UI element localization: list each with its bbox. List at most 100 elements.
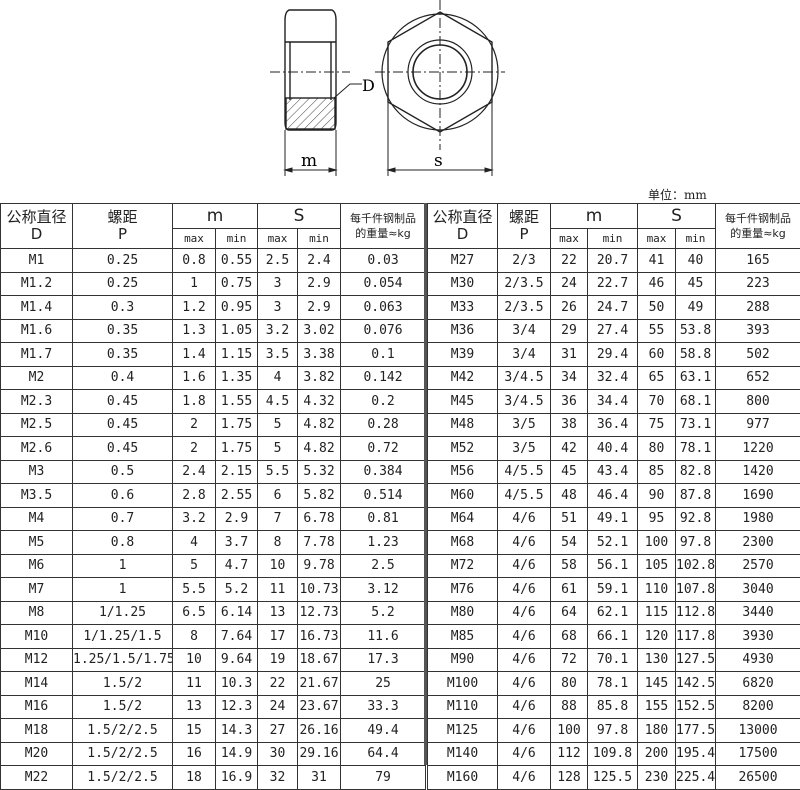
cell-weight: 3930: [716, 625, 800, 649]
cell-m-max: 1: [173, 272, 216, 296]
cell-m-min: 20.7: [588, 249, 638, 273]
cell-s-min: 23.67: [298, 695, 341, 719]
cell-m-max: 5.5: [173, 578, 216, 602]
cell-m-min: 59.1: [588, 578, 638, 602]
cell-weight: 0.81: [341, 507, 426, 531]
header-s: S: [258, 204, 341, 229]
cell-m-min: 12.3: [216, 695, 258, 719]
cell-weight: 0.28: [341, 413, 426, 437]
cell-diameter: M1.7: [1, 343, 73, 367]
cell-weight: 288: [716, 296, 800, 320]
cell-m-min: 0.95: [216, 296, 258, 320]
cell-m-max: 1.8: [173, 390, 216, 414]
cell-pitch: 2/3.5: [498, 272, 551, 296]
cell-m-min: 7.64: [216, 625, 258, 649]
cell-diameter: M33: [428, 296, 498, 320]
cell-pitch: 1/1.25: [73, 601, 173, 625]
cell-diameter: M3: [1, 460, 73, 484]
cell-weight: 0.2: [341, 390, 426, 414]
cell-s-max: 22: [258, 672, 298, 696]
nut-top-view: [375, 0, 505, 150]
cell-weight: 8200: [716, 695, 800, 719]
cell-weight: 6820: [716, 672, 800, 696]
cell-s-max: 65: [638, 366, 676, 390]
cell-m-min: 24.7: [588, 296, 638, 320]
cell-s-max: 4: [258, 366, 298, 390]
cell-pitch: 1.25/1.5/1.75: [73, 648, 173, 672]
cell-pitch: 4/6: [498, 531, 551, 555]
cell-s-max: 3: [258, 272, 298, 296]
cell-s-min: 10.73: [298, 578, 341, 602]
cell-m-min: 1.15: [216, 343, 258, 367]
cell-m-max: 29: [551, 319, 588, 343]
cell-weight: 13000: [716, 719, 800, 743]
cell-s-max: 13: [258, 601, 298, 625]
cell-m-max: 42: [551, 437, 588, 461]
cell-m-min: 43.4: [588, 460, 638, 484]
cell-s-max: 8: [258, 531, 298, 555]
cell-diameter: M100: [428, 672, 498, 696]
cell-s-min: 4.82: [298, 437, 341, 461]
cell-diameter: M6: [1, 554, 73, 578]
cell-s-min: 87.8: [676, 484, 716, 508]
cell-weight: 0.384: [341, 460, 426, 484]
cell-pitch: 0.35: [73, 319, 173, 343]
cell-m-min: 4.7: [216, 554, 258, 578]
cell-m-max: 88: [551, 695, 588, 719]
cell-m-max: 48: [551, 484, 588, 508]
cell-s-max: 145: [638, 672, 676, 696]
header-s: S: [638, 204, 716, 229]
cell-m-max: 6.5: [173, 601, 216, 625]
cell-weight: 3440: [716, 601, 800, 625]
cell-diameter: M27: [428, 249, 498, 273]
cell-s-min: 3.82: [298, 366, 341, 390]
cell-diameter: M39: [428, 343, 498, 367]
cell-m-max: 1.4: [173, 343, 216, 367]
cell-s-max: 120: [638, 625, 676, 649]
cell-weight: 977: [716, 413, 800, 437]
header-m-min: min: [588, 229, 638, 249]
cell-m-min: 3.7: [216, 531, 258, 555]
cell-m-max: 13: [173, 695, 216, 719]
cell-pitch: 3/5: [498, 437, 551, 461]
cell-m-max: 100: [551, 719, 588, 743]
cell-weight: 0.03: [341, 249, 426, 273]
cell-diameter: M2.6: [1, 437, 73, 461]
cell-m-min: 85.8: [588, 695, 638, 719]
cell-pitch: 4/5.5: [498, 484, 551, 508]
cell-s-min: 6.78: [298, 507, 341, 531]
cell-weight: 165: [716, 249, 800, 273]
cell-weight: 1980: [716, 507, 800, 531]
cell-diameter: M85: [428, 625, 498, 649]
cell-weight: 502: [716, 343, 800, 367]
cell-s-max: 60: [638, 343, 676, 367]
cell-s-max: 11: [258, 578, 298, 602]
cell-s-min: 49: [676, 296, 716, 320]
cell-diameter: M90: [428, 648, 498, 672]
cell-weight: 17500: [716, 742, 800, 766]
cell-weight: 0.076: [341, 319, 426, 343]
cell-s-min: 58.8: [676, 343, 716, 367]
cell-s-min: 5.32: [298, 460, 341, 484]
cell-s-min: 68.1: [676, 390, 716, 414]
cell-s-min: 40: [676, 249, 716, 273]
cell-m-min: 32.4: [588, 366, 638, 390]
cell-diameter: M10: [1, 625, 73, 649]
cell-s-max: 75: [638, 413, 676, 437]
cell-m-max: 2.8: [173, 484, 216, 508]
